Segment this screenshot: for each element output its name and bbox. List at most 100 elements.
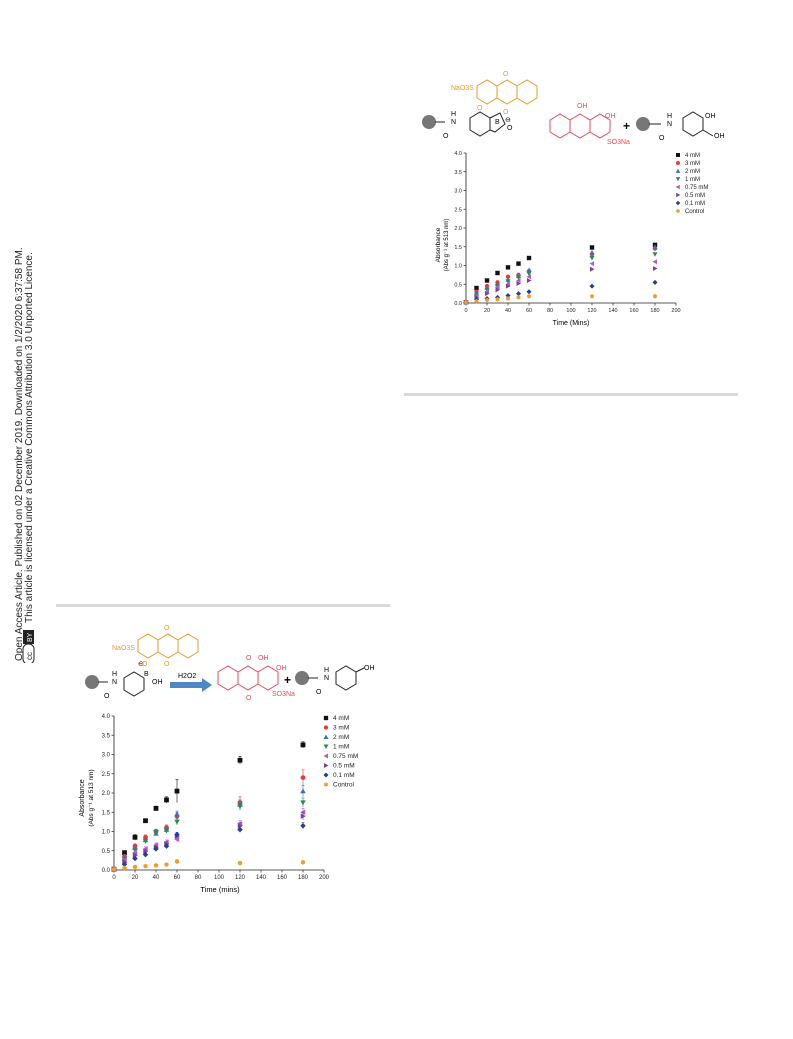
benzene-ring <box>123 671 145 697</box>
y-tick-label: 0.0 <box>454 301 462 307</box>
legend-marker <box>675 177 681 182</box>
plot-area: 0 20 40 60 80 100 120 140 160 180 200 0.0 0.5 1.0 1.5 2… <box>102 714 330 881</box>
data-point <box>589 245 595 250</box>
y-tick-label: 3.5 <box>102 733 111 739</box>
data-point <box>516 261 521 266</box>
o-label-2: O <box>477 105 483 112</box>
y-tick-label: 1.0 <box>102 830 111 836</box>
legend-marker <box>675 184 680 190</box>
data-point <box>652 252 658 257</box>
charge-label: ⊖ <box>505 117 511 124</box>
plus-sign: + <box>284 673 291 687</box>
x-tick-label: 120 <box>235 875 246 881</box>
data-point <box>515 291 522 297</box>
amide-n-label-2: N <box>667 121 672 128</box>
legend-marker <box>323 772 329 778</box>
data-point <box>515 277 521 284</box>
data-point <box>505 265 511 270</box>
bond-3 <box>355 667 365 673</box>
series-0.5-mm <box>463 265 658 305</box>
red-dye-product <box>217 665 279 691</box>
series-control <box>464 294 657 305</box>
cc-badge-text: cc <box>25 652 34 660</box>
data-point <box>474 285 479 291</box>
data-point <box>590 294 594 299</box>
y-tick-label: 1.0 <box>454 264 462 270</box>
data-point <box>153 830 159 836</box>
data-point <box>589 255 595 261</box>
data-point <box>652 265 658 272</box>
legend-label: 3 mM <box>685 161 700 167</box>
o-label-4: O <box>246 655 252 662</box>
section-rule-left <box>56 604 390 607</box>
series-4-mm <box>463 242 658 305</box>
bead-icon <box>85 675 99 689</box>
amide-o-label-2: O <box>659 135 665 142</box>
data-point <box>652 279 658 285</box>
y-tick-label: 2.5 <box>454 207 462 213</box>
data-point <box>237 804 243 810</box>
data-point <box>495 270 500 276</box>
data-point <box>164 797 169 803</box>
data-point <box>153 846 159 852</box>
legend-label: 0.1 mM <box>685 201 705 207</box>
x-tick-label: 180 <box>650 308 659 314</box>
y-tick-label: 2.5 <box>102 772 111 778</box>
data-point <box>589 261 595 267</box>
chart-top: Absorbance (Abs g⁻¹ at 513 nm) Time (Min… <box>435 151 708 327</box>
legend-label: 1 mM <box>685 177 700 183</box>
data-point <box>653 294 657 299</box>
legend-label: 2 mM <box>333 734 349 741</box>
legend-marker <box>676 192 681 198</box>
y-tick-label: 2.0 <box>454 226 462 232</box>
x-tick-label: 100 <box>566 308 575 314</box>
boron-label: B <box>495 119 500 126</box>
legend-marker <box>675 168 681 173</box>
data-point <box>163 843 170 849</box>
legend: 4 mM 3 mM 2 mM 1 mM 0.75 mM 0.5 mM 0.1 mM Contr… <box>323 715 358 789</box>
legend-label: 4 mM <box>333 715 349 722</box>
x-tick-label: 20 <box>484 308 490 314</box>
legend-label: Control <box>685 209 704 215</box>
data-point <box>121 861 128 867</box>
amide-o-label-2: O <box>316 689 322 696</box>
x-tick-label: 20 <box>132 875 139 881</box>
legend-label: 4 mM <box>685 153 700 159</box>
product-sulfonate-label: SO3Na <box>272 691 295 698</box>
x-tick-label: 160 <box>277 875 288 881</box>
y-tick-label: 2.0 <box>102 791 111 797</box>
legend: 4 mM 3 mM 2 mM 1 mM 0.75 mM 0.5 mM 0.1 mM Contr… <box>675 153 708 215</box>
amide-n-label: N <box>112 679 117 686</box>
orange-dye-complex <box>476 79 538 105</box>
legend-marker <box>323 725 329 730</box>
scheme-top: O H N B ⊖ O O O O NaO3S OH OH SO3Na + O … <box>422 71 725 146</box>
data-point <box>484 278 490 283</box>
y-axis-label-2: (Abs g⁻¹ at 513 nm) <box>88 769 95 826</box>
data-point <box>142 838 149 844</box>
legend-marker <box>324 782 328 787</box>
scheme-bottom: O H N B ⊖ OH O O O NaO3S H2O2 O O OH OH … <box>85 625 375 702</box>
x-tick-label: 100 <box>214 875 225 881</box>
data-point <box>464 300 468 305</box>
y-tick-label: 0.0 <box>102 868 111 874</box>
data-point <box>526 267 532 273</box>
o-label-5: O <box>246 695 252 702</box>
series-2-mm <box>463 244 658 305</box>
bead-icon-2 <box>636 117 650 131</box>
y-tick-label: 4.0 <box>102 714 111 720</box>
data-point <box>237 757 243 763</box>
legend-marker <box>676 209 680 213</box>
x-tick-label: 180 <box>298 875 309 881</box>
section-rule-right <box>404 393 738 396</box>
o-label-3: O <box>142 661 148 668</box>
license-line-2: This article is licensed under a Creativ… <box>24 252 35 623</box>
plot-area: 0 20 40 60 80 100 120 140 160 180 200 0.0 0.5 1.0 1.5 2… <box>454 151 680 314</box>
product-oh-2: OH <box>605 113 616 120</box>
catechol-o: OH <box>714 133 725 140</box>
data-point <box>589 283 595 289</box>
data-point <box>589 266 595 272</box>
amide-n-label: N <box>451 119 456 126</box>
data-point <box>505 283 511 289</box>
data-point <box>132 864 138 870</box>
data-point <box>237 860 243 866</box>
